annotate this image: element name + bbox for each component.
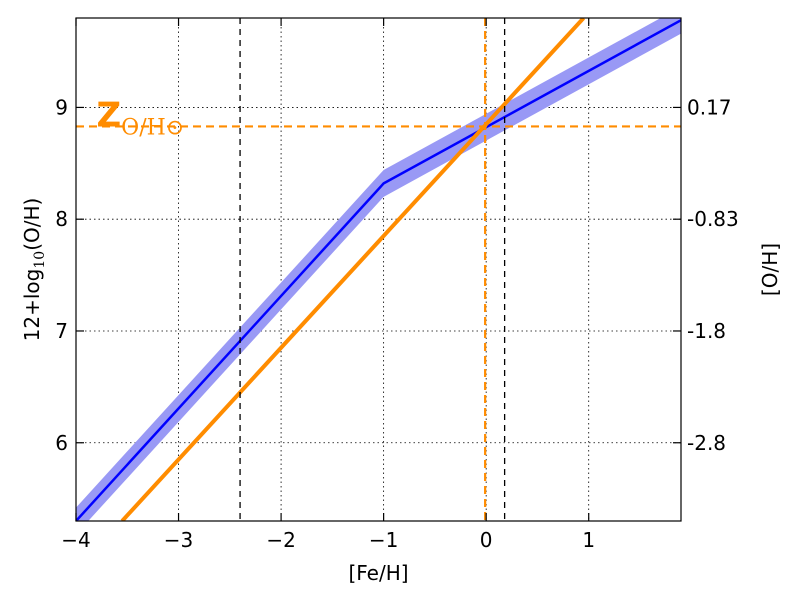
orange-series-line [120, 18, 586, 521]
y-axis-label-tail: (O/H) [20, 198, 44, 251]
y-tick-label: 7 [55, 319, 68, 343]
x-tick-label: 0 [480, 528, 493, 552]
x-tick-label: −1 [369, 528, 398, 552]
annotation-main: Z [97, 96, 122, 136]
uncertainty-band [76, 18, 681, 521]
plot-series [76, 18, 681, 521]
x-tick-label: −2 [266, 528, 295, 552]
right-axis-tick-label: -1.8 [687, 319, 726, 343]
y-axis-label-sub: 10 [32, 251, 48, 269]
plot-frame [75, 17, 682, 522]
annotation-subscript: O/H⊙ [121, 116, 184, 141]
y-tick-label: 6 [55, 431, 68, 455]
right-axis-tick-label: 0.17 [687, 95, 732, 119]
y-axis-label-main: 12+log [20, 269, 44, 342]
x-tick-label: −3 [164, 528, 193, 552]
right-axis-label: [O/H] [758, 243, 782, 296]
grid [75, 18, 681, 521]
x-axis-label: [Fe/H] [348, 561, 408, 585]
axis-ticks: −4 −3 −2 −1 0 1 6 7 8 9 -2.8 -1.8 -0.83 0.17 [55, 18, 739, 552]
annotation: ZO/H⊙ [97, 96, 185, 141]
y-tick-label: 8 [55, 207, 68, 231]
x-tick-label: 1 [582, 528, 595, 552]
y-axis-label: 12+log10(O/H) [20, 198, 48, 342]
right-axis-tick-label: -2.8 [687, 431, 726, 455]
solar-oxygen-annotation: ZO/H⊙ [97, 96, 185, 141]
right-axis-tick-label: -0.83 [687, 207, 739, 231]
y-tick-label: 9 [55, 95, 68, 119]
blue-series-line [76, 19, 681, 521]
x-tick-label: −4 [61, 528, 90, 552]
reference-lines [76, 18, 681, 521]
